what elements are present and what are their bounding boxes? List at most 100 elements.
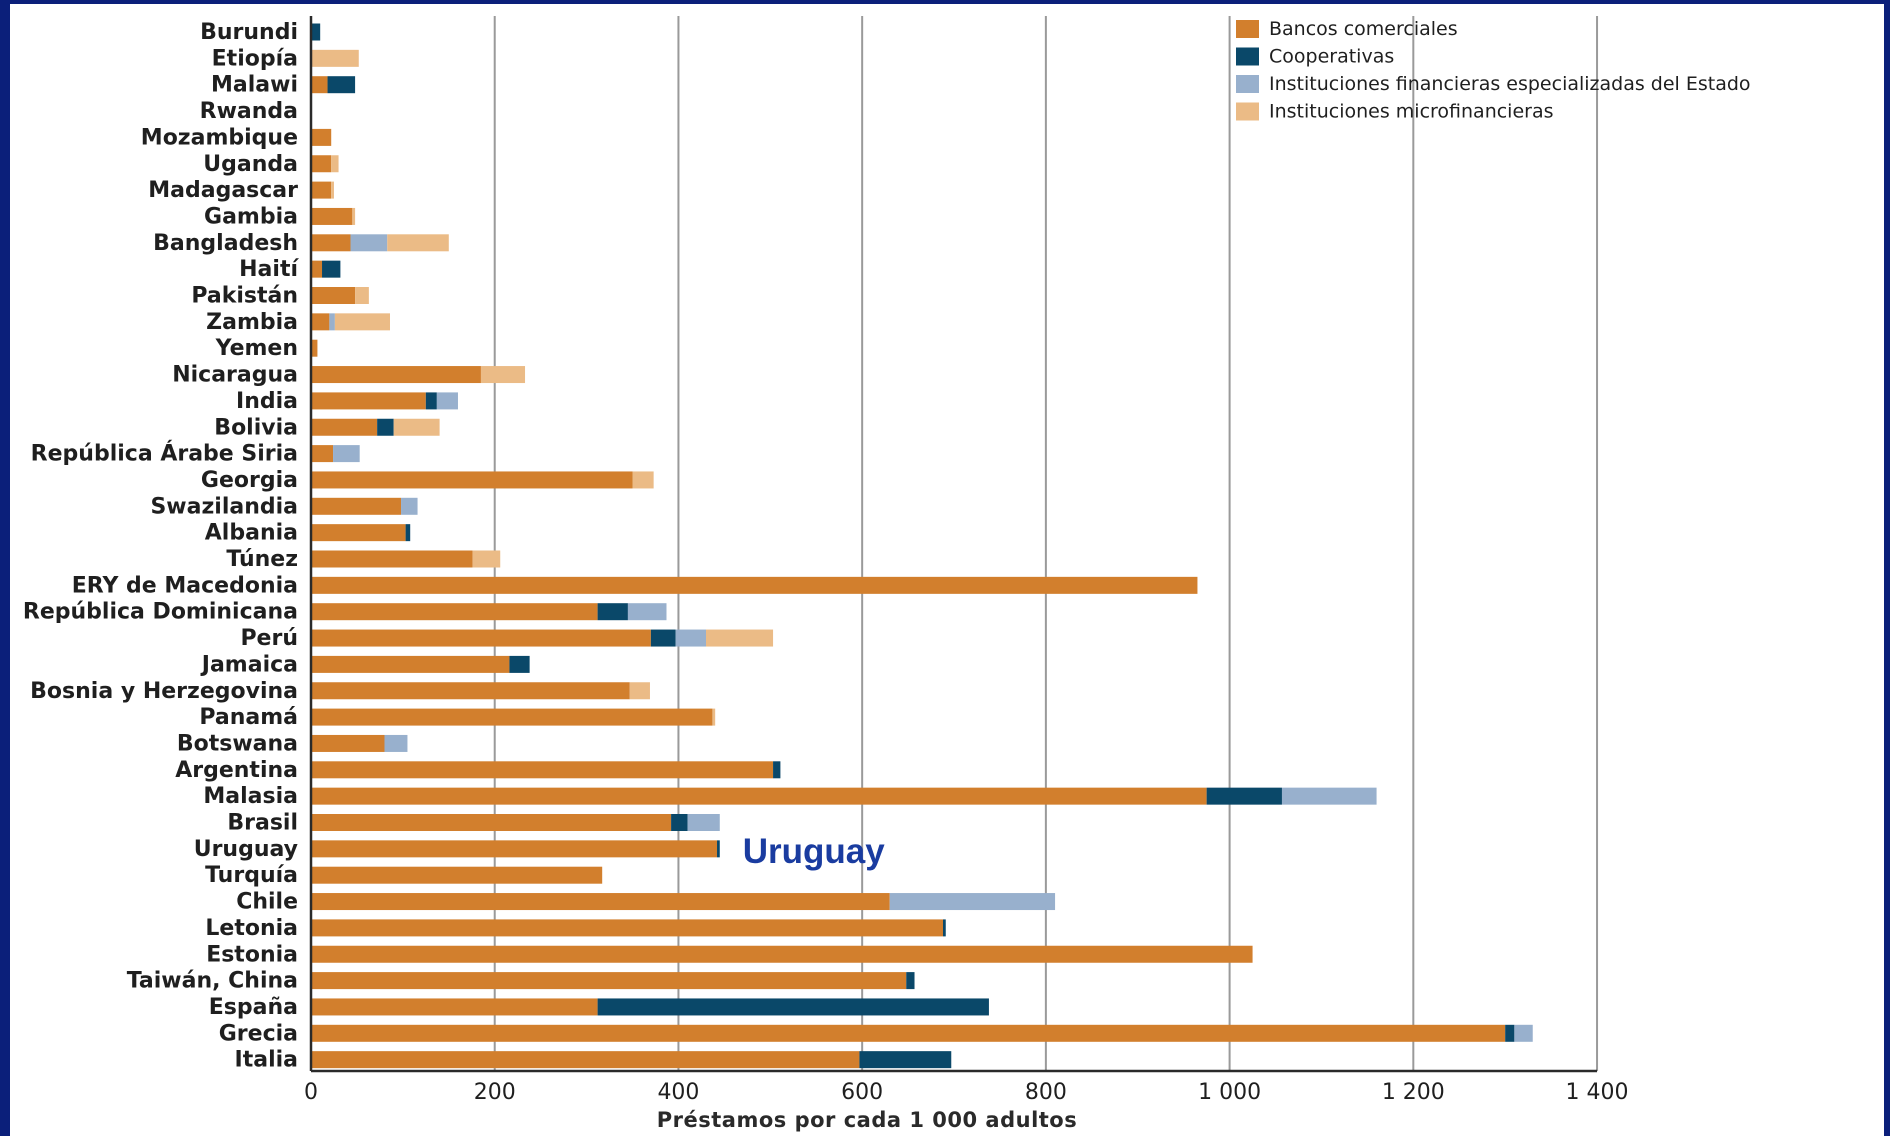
bar-espana-bancos-comerciales (311, 998, 598, 1016)
category-label-turquia: Turquía (205, 863, 298, 888)
bar-malasia-instituciones-financieras-especializadas-del-estado (1281, 787, 1377, 805)
bar-ery-de-macedonia-bancos-comerciales (311, 576, 1198, 594)
category-label-republica-arabe-siria: República Árabe Siria (31, 441, 298, 467)
category-label-botswana: Botswana (177, 731, 298, 756)
category-label-malasia: Malasia (203, 784, 298, 809)
x-tick-labels: 0 200 400 600 800 1 000 1 200 1 400 (304, 1080, 1629, 1105)
legend-swatch-bancos-comerciales (1236, 20, 1259, 38)
annotations: Uruguay (743, 832, 886, 871)
bar-bolivia-cooperativas (377, 418, 394, 436)
category-label-burundi: Burundi (200, 20, 298, 45)
category-label-espana: España (209, 995, 298, 1020)
bar-taiwan-china-bancos-comerciales (311, 972, 907, 990)
bar-madagascar-bancos-comerciales (311, 181, 332, 199)
stacked-bar-chart: BurundiEtiopíaMalawiRwandaMozambiqueUgan… (23, 16, 1751, 1132)
bar-bolivia-bancos-comerciales (311, 418, 378, 436)
bar-bosnia-y-herzegovina-instituciones-microfinancieras (629, 682, 650, 700)
legend-swatch-instituciones-microfinancieras (1236, 102, 1259, 121)
category-label-rwanda: Rwanda (200, 99, 298, 124)
legend-label-instituciones-financieras-especializadas-del-estado: Instituciones financieras especializadas… (1269, 73, 1751, 95)
bar-republica-dominicana-instituciones-financieras-especializadas-del-estado (627, 603, 667, 621)
category-label-argentina: Argentina (175, 758, 298, 783)
bar-tunez-bancos-comerciales (311, 550, 473, 568)
bar-malawi-bancos-comerciales (311, 76, 328, 94)
category-label-malawi: Malawi (211, 73, 298, 98)
legend-label-cooperativas: Cooperativas (1269, 46, 1394, 68)
bar-mozambique-bancos-comerciales (311, 128, 332, 146)
category-label-ery-de-macedonia: ERY de Macedonia (72, 573, 298, 598)
bar-bangladesh-instituciones-microfinancieras (387, 234, 449, 252)
chart-panel: Burundi Etiopía Malawi Rwanda Mozambique Ugan… (10, 4, 1884, 1136)
bar-republica-dominicana-bancos-comerciales (311, 603, 598, 621)
bar-taiwan-china-cooperativas (906, 972, 915, 990)
bar-uruguay-cooperativas (717, 840, 720, 858)
bar-madagascar-instituciones-microfinancieras (331, 181, 334, 199)
bar-estonia-bancos-comerciales (311, 945, 1253, 963)
category-label-letonia: Letonia (205, 916, 298, 941)
bar-bangladesh-instituciones-financieras-especializadas-del-estado (350, 234, 388, 252)
bar-haiti-bancos-comerciales (311, 260, 323, 278)
bar-brasil-instituciones-financieras-especializadas-del-estado (687, 814, 720, 831)
bar-brasil-bancos-comerciales (311, 814, 672, 831)
bar-malasia-cooperativas (1206, 787, 1282, 805)
bar-india-bancos-comerciales (311, 392, 426, 410)
bar-etiopia-instituciones-microfinancieras (311, 49, 359, 67)
bar-italia-cooperativas (859, 1051, 952, 1069)
bar-haiti-cooperativas (322, 260, 341, 278)
category-label-pakistan: Pakistán (191, 284, 298, 309)
x-tick-400: 400 (657, 1080, 699, 1105)
bar-grecia-instituciones-financieras-especializadas-del-estado (1514, 1024, 1533, 1042)
category-label-uruguay: Uruguay (194, 837, 298, 862)
bar-swazilandia-instituciones-financieras-especializadas-del-estado (401, 497, 418, 515)
bar-burundi-cooperativas (311, 23, 321, 41)
bar-argentina-cooperativas (773, 761, 781, 779)
bar-espana-cooperativas (597, 998, 989, 1016)
category-label-peru: Perú (240, 626, 298, 651)
grid-lines (493, 16, 1599, 1071)
bar-panama-instituciones-microfinancieras (712, 708, 716, 726)
x-tick-1200: 1 200 (1382, 1080, 1445, 1105)
category-label-albania: Albania (205, 521, 298, 546)
bar-jamaica-bancos-comerciales (311, 655, 510, 673)
bar-botswana-bancos-comerciales (311, 734, 385, 752)
bar-bangladesh-bancos-comerciales (311, 234, 351, 252)
bar-yemen-bancos-comerciales (311, 339, 318, 357)
bar-malasia-bancos-comerciales (311, 787, 1207, 805)
bar-chile-instituciones-financieras-especializadas-del-estado (889, 893, 1056, 911)
bar-bosnia-y-herzegovina-bancos-comerciales (311, 682, 630, 700)
bar-albania-cooperativas (405, 524, 411, 542)
bar-uganda-instituciones-microfinancieras (331, 155, 339, 173)
bar-albania-bancos-comerciales (311, 524, 406, 542)
axes (309, 16, 1598, 1073)
bar-panama-bancos-comerciales (311, 708, 713, 726)
bar-peru-instituciones-microfinancieras (705, 629, 774, 647)
category-label-madagascar: Madagascar (148, 178, 298, 203)
annotation-uruguay: Uruguay (743, 832, 886, 871)
category-label-etiopia: Etiopía (212, 46, 298, 71)
category-label-panama: Panamá (199, 705, 298, 730)
category-label-bosnia-y-herzegovina: Bosnia y Herzegovina (30, 679, 298, 704)
category-label-republica-dominicana: República Dominicana (23, 600, 298, 625)
bar-republica-dominicana-cooperativas (597, 603, 628, 621)
legend-swatch-cooperativas (1236, 47, 1259, 66)
category-label-estonia: Estonia (206, 942, 298, 967)
category-label-mozambique: Mozambique (141, 125, 298, 150)
bar-italia-bancos-comerciales (311, 1051, 860, 1069)
bar-pakistan-bancos-comerciales (311, 287, 356, 304)
bar-uruguay-bancos-comerciales (311, 840, 718, 858)
bar-chile-bancos-comerciales (311, 893, 890, 911)
x-tick-1000: 1 000 (1198, 1080, 1261, 1105)
bar-argentina-bancos-comerciales (311, 761, 774, 779)
bar-peru-bancos-comerciales (311, 629, 651, 647)
x-tick-1400: 1 400 (1566, 1080, 1629, 1105)
x-axis-label: Préstamos por cada 1 000 adultos (657, 1108, 1077, 1132)
bar-jamaica-cooperativas (509, 655, 530, 673)
bar-botswana-instituciones-financieras-especializadas-del-estado (384, 734, 408, 752)
bar-georgia-instituciones-microfinancieras (632, 471, 654, 489)
bars (311, 23, 1533, 1069)
bar-gambia-bancos-comerciales (311, 207, 353, 225)
category-label-haiti: Haití (239, 257, 299, 282)
bar-georgia-bancos-comerciales (311, 471, 633, 489)
category-label-jamaica: Jamaica (200, 652, 298, 677)
category-label-india: India (236, 389, 298, 414)
